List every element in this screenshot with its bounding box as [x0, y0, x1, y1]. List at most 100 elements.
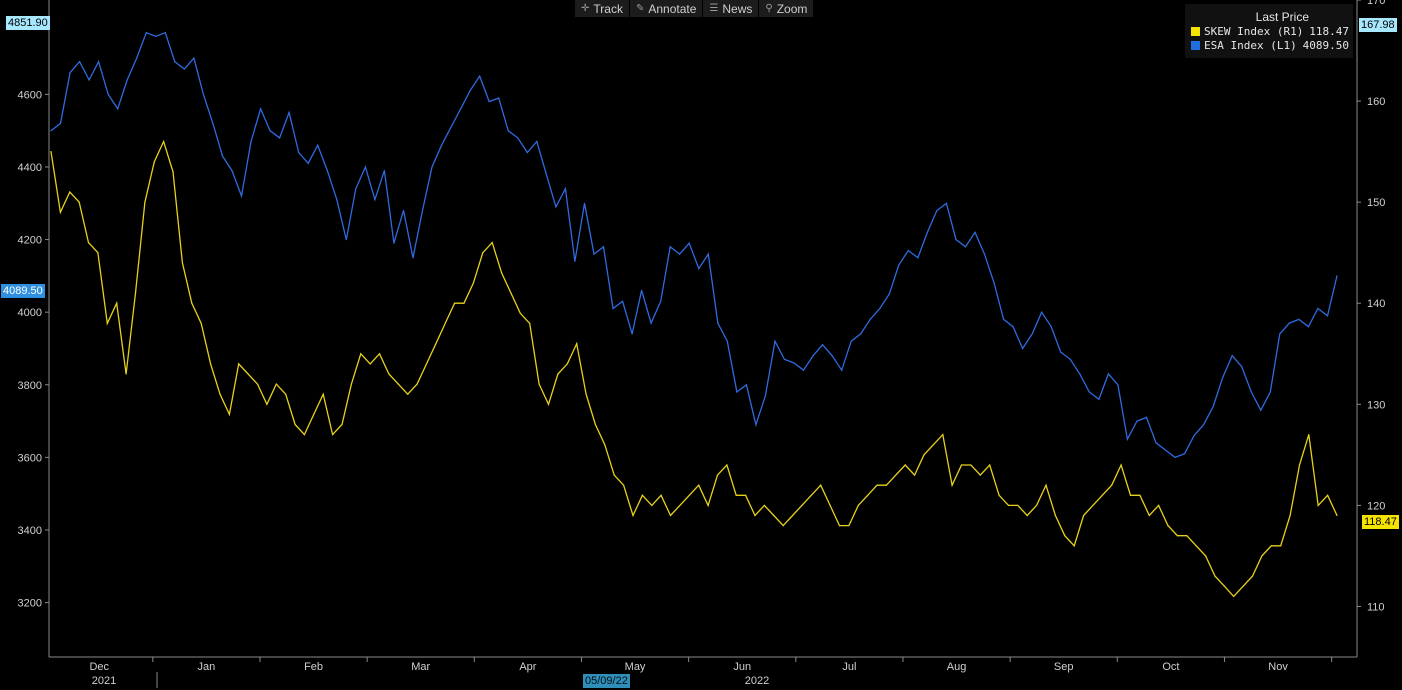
- data-point: [322, 393, 324, 395]
- annotate-button[interactable]: ✎ Annotate: [630, 0, 704, 17]
- data-point: [360, 353, 362, 355]
- data-point: [260, 108, 262, 110]
- data-point: [1233, 595, 1235, 598]
- data-point: [904, 464, 906, 466]
- data-point: [783, 358, 786, 360]
- data-point: [181, 262, 183, 264]
- data-point: [1327, 494, 1329, 496]
- data-point: [914, 474, 916, 476]
- data-point: [1222, 376, 1224, 379]
- data-point: [285, 393, 287, 395]
- data-point: [1203, 424, 1205, 426]
- data-point: [336, 199, 338, 201]
- data-point: [960, 464, 963, 466]
- data-point: [1223, 585, 1225, 587]
- data-point: [126, 79, 128, 81]
- right-tick-label: 140: [1367, 298, 1385, 310]
- data-point: [106, 322, 108, 324]
- legend-row-skew[interactable]: SKEW Index (R1) 118.47: [1185, 24, 1353, 38]
- data-point: [898, 264, 900, 266]
- data-point: [585, 393, 587, 395]
- data-point: [716, 474, 719, 476]
- legend-esa-value: 4089.50: [1302, 38, 1349, 52]
- data-point: [407, 393, 409, 395]
- data-point: [564, 188, 567, 190]
- data-point: [463, 302, 465, 304]
- data-point: [210, 363, 212, 365]
- news-icon: ☰: [709, 3, 719, 14]
- data-point: [326, 170, 328, 172]
- data-point: [1031, 333, 1033, 335]
- data-point: [1079, 373, 1081, 375]
- data-point: [970, 464, 972, 466]
- x-year-label: 2021: [92, 675, 116, 687]
- right-tick-label: 120: [1367, 500, 1385, 512]
- data-point: [1083, 514, 1085, 517]
- data-point: [942, 434, 944, 436]
- data-point: [583, 202, 586, 204]
- data-point: [1184, 453, 1186, 455]
- esa-index-points: [50, 32, 1338, 458]
- data-point: [374, 199, 376, 201]
- x-month-label: Feb: [304, 661, 323, 673]
- data-point: [831, 355, 833, 357]
- zoom-button[interactable]: ⚲ Zoom: [759, 0, 815, 17]
- track-label: Track: [593, 1, 623, 16]
- data-point: [364, 166, 366, 168]
- data-point: [623, 484, 625, 486]
- x-axis-ticks: Dec Jan Feb Mar Apr May Jun Jul Aug Sep Oct Nov 2021…: [89, 657, 1333, 688]
- data-point: [557, 373, 559, 375]
- data-point: [332, 434, 334, 436]
- skew-index-points: [50, 140, 1338, 598]
- x-month-label: Mar: [411, 661, 430, 673]
- data-point: [679, 253, 681, 255]
- data-point: [1261, 555, 1263, 557]
- data-point: [1026, 514, 1028, 517]
- data-point: [1186, 535, 1188, 537]
- data-point: [602, 246, 605, 248]
- x-month-label: Jul: [842, 661, 856, 673]
- x-month-label: Jun: [733, 661, 751, 673]
- data-point: [1260, 409, 1262, 411]
- crosshair-date-flag: 05/09/22: [583, 674, 630, 688]
- right-axis-ticks: 110 120 130 140 150 160 170: [1357, 0, 1385, 613]
- data-point: [612, 307, 614, 310]
- data-point: [707, 253, 709, 255]
- data-point: [202, 93, 204, 95]
- left-tick-label: 4000: [18, 307, 42, 319]
- data-point: [895, 474, 897, 476]
- data-point: [936, 209, 938, 212]
- news-button[interactable]: ☰ News: [703, 0, 760, 17]
- data-point: [425, 363, 428, 365]
- data-point: [613, 474, 615, 476]
- data-point: [810, 494, 812, 496]
- left-tick-label: 4200: [18, 235, 42, 247]
- legend-row-esa[interactable]: ESA Index (L1) 4089.50: [1185, 38, 1353, 52]
- data-point: [1054, 514, 1056, 517]
- data-point: [97, 252, 99, 254]
- data-point: [869, 318, 871, 320]
- data-point: [155, 35, 157, 37]
- data-point: [469, 90, 471, 92]
- data-point: [764, 395, 767, 397]
- data-point: [1231, 355, 1233, 357]
- data-point: [726, 464, 728, 466]
- data-point: [1136, 420, 1138, 422]
- data-point: [707, 504, 709, 506]
- left-axis-ticks: 320034003600380040004200440046004800: [18, 17, 49, 610]
- data-point: [555, 206, 557, 208]
- right-tick-label: 130: [1367, 399, 1385, 411]
- data-point: [669, 514, 672, 517]
- data-point: [850, 340, 852, 342]
- left-tick-label: 3800: [18, 380, 42, 392]
- data-point: [848, 525, 850, 527]
- data-point: [801, 504, 803, 506]
- track-button[interactable]: ✛ Track: [575, 0, 630, 17]
- data-point: [1003, 318, 1005, 320]
- data-point: [431, 166, 433, 168]
- data-point: [1036, 504, 1038, 506]
- data-point: [717, 322, 719, 324]
- data-point: [1167, 525, 1169, 527]
- data-point: [479, 75, 481, 77]
- data-point: [383, 170, 385, 172]
